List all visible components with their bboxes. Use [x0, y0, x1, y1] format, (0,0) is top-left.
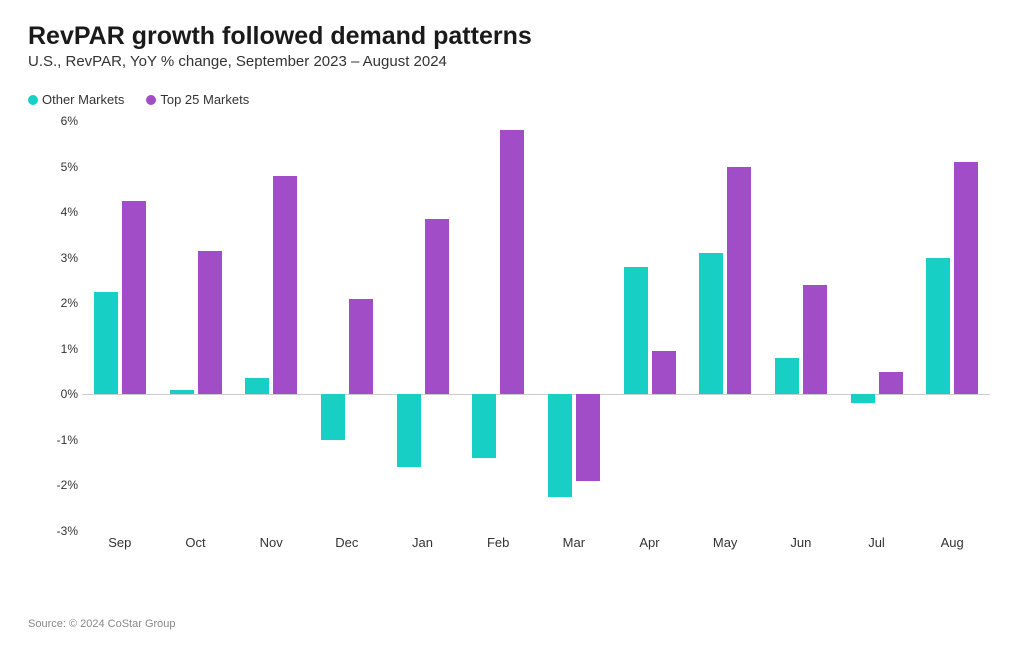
bar [425, 219, 449, 394]
x-axis-label: Jan [412, 535, 433, 550]
bar [548, 394, 572, 497]
bar [122, 201, 146, 395]
x-axis-label: Jul [868, 535, 885, 550]
y-axis-label: 6% [50, 114, 78, 128]
bar [397, 394, 421, 467]
legend-label: Top 25 Markets [160, 92, 249, 107]
y-axis-label: 3% [50, 251, 78, 265]
chart-plot: -3%-2%-1%0%1%2%3%4%5%6%SepOctNovDecJanFe… [82, 121, 990, 531]
bar [500, 130, 524, 394]
legend-label: Other Markets [42, 92, 124, 107]
bar [699, 253, 723, 394]
legend-swatch [28, 95, 38, 105]
y-axis-label: 5% [50, 160, 78, 174]
y-axis-label: 2% [50, 296, 78, 310]
x-axis-label: Oct [185, 535, 205, 550]
x-axis-label: Apr [639, 535, 659, 550]
bar [576, 394, 600, 481]
y-axis-label: -2% [50, 478, 78, 492]
chart-source: Source: © 2024 CoStar Group [28, 618, 176, 630]
bar [879, 372, 903, 395]
chart-subtitle: U.S., RevPAR, YoY % change, September 20… [28, 53, 992, 70]
bar [349, 299, 373, 395]
bar [472, 394, 496, 458]
bar [321, 394, 345, 440]
y-axis-label: 4% [50, 205, 78, 219]
x-axis-label: Jun [790, 535, 811, 550]
bar [926, 258, 950, 395]
bar [727, 167, 751, 395]
x-axis-label: Mar [563, 535, 585, 550]
bar [245, 378, 269, 394]
chart-legend: Other Markets Top 25 Markets [28, 92, 992, 107]
bar [775, 358, 799, 394]
x-axis-label: Aug [941, 535, 964, 550]
bar [273, 176, 297, 395]
x-axis-label: Dec [335, 535, 358, 550]
x-axis-label: Feb [487, 535, 509, 550]
legend-swatch [146, 95, 156, 105]
y-axis-label: 0% [50, 387, 78, 401]
y-axis-label: -3% [50, 524, 78, 538]
bar [652, 351, 676, 394]
bar [803, 285, 827, 394]
chart-area: -3%-2%-1%0%1%2%3%4%5%6%SepOctNovDecJanFe… [28, 121, 990, 551]
bar [198, 251, 222, 395]
page-root: RevPAR growth followed demand patterns U… [0, 0, 1020, 650]
bar [851, 394, 875, 403]
x-axis-label: May [713, 535, 738, 550]
bar [624, 267, 648, 395]
x-axis-label: Nov [260, 535, 283, 550]
bar [954, 162, 978, 394]
y-axis-label: -1% [50, 433, 78, 447]
x-axis-label: Sep [108, 535, 131, 550]
bar [170, 390, 194, 395]
legend-item: Other Markets [28, 92, 124, 107]
y-axis-label: 1% [50, 342, 78, 356]
bar [94, 292, 118, 395]
legend-item: Top 25 Markets [146, 92, 249, 107]
chart-title: RevPAR growth followed demand patterns [28, 22, 992, 51]
